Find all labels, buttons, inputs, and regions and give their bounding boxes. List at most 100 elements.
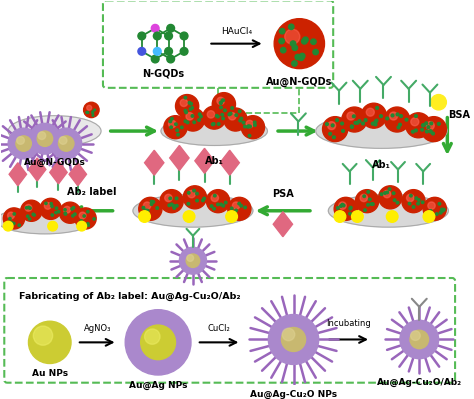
Ellipse shape: [133, 194, 253, 227]
Circle shape: [224, 109, 226, 112]
Circle shape: [443, 208, 445, 211]
Circle shape: [64, 206, 71, 213]
Circle shape: [64, 209, 66, 211]
Circle shape: [429, 209, 432, 212]
Circle shape: [291, 41, 296, 46]
Circle shape: [201, 199, 204, 201]
Circle shape: [363, 195, 365, 198]
Circle shape: [189, 108, 192, 110]
Circle shape: [191, 107, 193, 109]
Circle shape: [198, 119, 201, 121]
Circle shape: [188, 192, 190, 194]
Circle shape: [384, 107, 410, 132]
Circle shape: [169, 197, 172, 200]
Text: Au@Ag-Cu₂O/Ab₂: Au@Ag-Cu₂O/Ab₂: [377, 378, 462, 387]
Circle shape: [64, 212, 66, 215]
Circle shape: [79, 212, 86, 219]
Circle shape: [356, 190, 379, 213]
Circle shape: [328, 122, 336, 130]
Circle shape: [441, 209, 444, 212]
Circle shape: [406, 113, 431, 138]
Circle shape: [83, 215, 85, 217]
Circle shape: [220, 203, 222, 206]
Circle shape: [426, 130, 428, 133]
Circle shape: [58, 136, 74, 151]
Circle shape: [219, 102, 222, 105]
Circle shape: [211, 194, 219, 201]
Circle shape: [221, 113, 224, 116]
Circle shape: [438, 122, 440, 125]
Circle shape: [367, 191, 370, 193]
Text: Fabricating of Ab₂ label: Au@Ag-Cu₂O/Ab₂: Fabricating of Ab₂ label: Au@Ag-Cu₂O/Ab₂: [19, 291, 240, 300]
Circle shape: [422, 124, 425, 126]
Circle shape: [380, 115, 383, 118]
Circle shape: [379, 186, 402, 209]
Circle shape: [170, 203, 173, 205]
Circle shape: [87, 223, 89, 225]
Circle shape: [92, 112, 93, 114]
Circle shape: [221, 99, 224, 102]
Circle shape: [349, 206, 352, 209]
Polygon shape: [170, 146, 189, 170]
Circle shape: [86, 112, 88, 113]
Circle shape: [224, 201, 227, 204]
Circle shape: [362, 122, 365, 125]
Circle shape: [17, 136, 25, 144]
Text: Incubating: Incubating: [326, 319, 371, 328]
Circle shape: [183, 211, 195, 222]
Circle shape: [303, 37, 308, 42]
Circle shape: [92, 111, 94, 113]
Circle shape: [8, 128, 39, 159]
Circle shape: [414, 129, 417, 132]
Text: Au@Ag NPs: Au@Ag NPs: [129, 381, 187, 390]
Circle shape: [220, 106, 222, 109]
Circle shape: [151, 24, 159, 32]
Circle shape: [235, 209, 237, 212]
Circle shape: [29, 123, 60, 154]
Circle shape: [199, 113, 201, 116]
Circle shape: [16, 136, 31, 151]
Circle shape: [45, 203, 51, 209]
Circle shape: [185, 111, 187, 114]
Circle shape: [336, 119, 338, 122]
Circle shape: [349, 207, 352, 210]
Circle shape: [285, 29, 300, 44]
Circle shape: [8, 212, 14, 219]
Circle shape: [396, 201, 399, 204]
Circle shape: [207, 111, 215, 118]
Circle shape: [247, 125, 250, 127]
Circle shape: [27, 215, 29, 217]
Circle shape: [234, 211, 236, 213]
Circle shape: [410, 330, 428, 349]
Circle shape: [59, 136, 67, 144]
Text: Ab₁: Ab₁: [372, 160, 391, 170]
Circle shape: [370, 203, 373, 205]
Circle shape: [212, 93, 236, 116]
Circle shape: [180, 99, 188, 107]
Circle shape: [150, 200, 153, 203]
Circle shape: [184, 97, 187, 99]
Circle shape: [356, 121, 359, 124]
Circle shape: [226, 211, 237, 222]
Circle shape: [418, 199, 420, 201]
Circle shape: [83, 102, 99, 118]
Circle shape: [400, 320, 438, 359]
Circle shape: [32, 213, 35, 215]
Circle shape: [216, 115, 218, 117]
Circle shape: [248, 134, 251, 137]
Polygon shape: [69, 163, 87, 186]
Circle shape: [138, 47, 146, 55]
Circle shape: [26, 207, 28, 209]
Circle shape: [187, 255, 193, 261]
Circle shape: [18, 224, 20, 226]
Circle shape: [421, 128, 424, 131]
Circle shape: [182, 108, 205, 131]
Circle shape: [421, 201, 424, 203]
Polygon shape: [273, 212, 292, 237]
Circle shape: [244, 125, 246, 128]
Circle shape: [334, 198, 357, 220]
Text: PSA: PSA: [272, 189, 294, 199]
Circle shape: [361, 103, 386, 128]
Circle shape: [193, 121, 195, 124]
Circle shape: [146, 209, 149, 212]
